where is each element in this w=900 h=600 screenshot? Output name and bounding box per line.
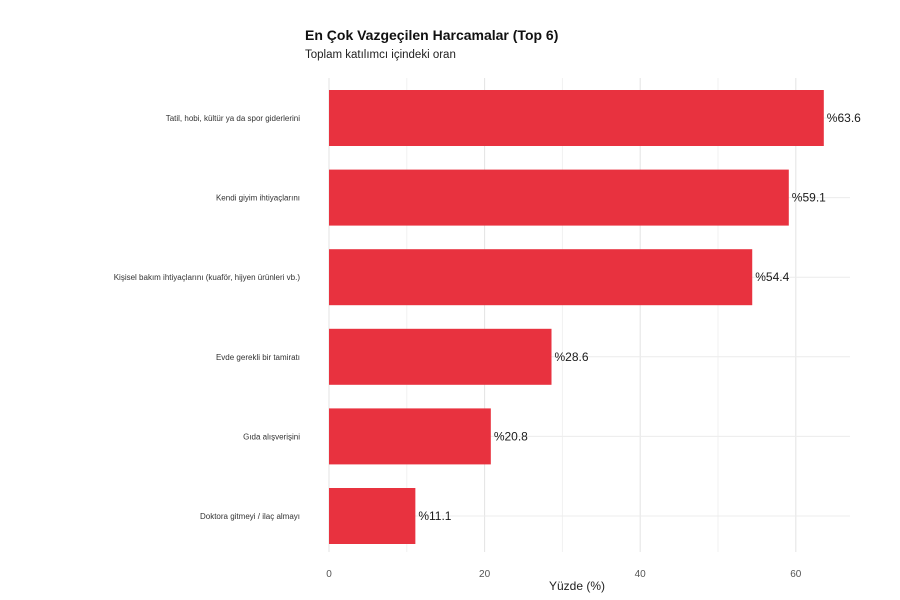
category-label: Kişisel bakım ihtiyaçlarını (kuaför, hij… (114, 273, 301, 282)
category-label: Tatil, hobi, kültür ya da spor giderleri… (166, 114, 301, 123)
bar-value-label: %63.6 (827, 111, 861, 125)
category-label: Kendi giyim ihtiyaçlarını (216, 194, 300, 203)
category-label: Gıda alışverişini (243, 432, 300, 441)
x-tick-label: 60 (790, 569, 802, 580)
bars: %63.6 %59.1 %54.4 %28.6 %20.8 %11.1 (329, 90, 861, 544)
x-tick-label: 0 (326, 569, 332, 580)
bar (329, 328, 552, 385)
x-axis-label: Yüzde (%) (549, 579, 605, 593)
bar (329, 488, 416, 544)
bar-value-label: %59.1 (792, 191, 826, 205)
category-labels: Tatil, hobi, kültür ya da spor giderleri… (114, 114, 301, 521)
bar-value-label: %54.4 (755, 270, 789, 284)
bar (329, 249, 753, 306)
bar (329, 169, 789, 226)
bar-value-label: %20.8 (494, 429, 528, 443)
category-label: Evde gerekli bir tamiratı (216, 353, 300, 362)
x-tick-label: 20 (479, 569, 491, 580)
category-label: Doktora gitmeyi / ilaç almayı (200, 512, 300, 521)
bar-value-label: %28.6 (555, 350, 589, 364)
bar (329, 408, 491, 465)
x-tick-labels: 0 20 40 60 (326, 569, 802, 580)
grid-lines (328, 78, 850, 552)
x-tick-label: 40 (635, 569, 647, 580)
chart-title: En Çok Vazgeçilen Harcamalar (Top 6) (305, 27, 559, 43)
bar (329, 90, 824, 146)
bar-value-label: %11.1 (418, 509, 451, 523)
chart-subtitle: Toplam katılımcı içindeki oran (305, 49, 456, 61)
